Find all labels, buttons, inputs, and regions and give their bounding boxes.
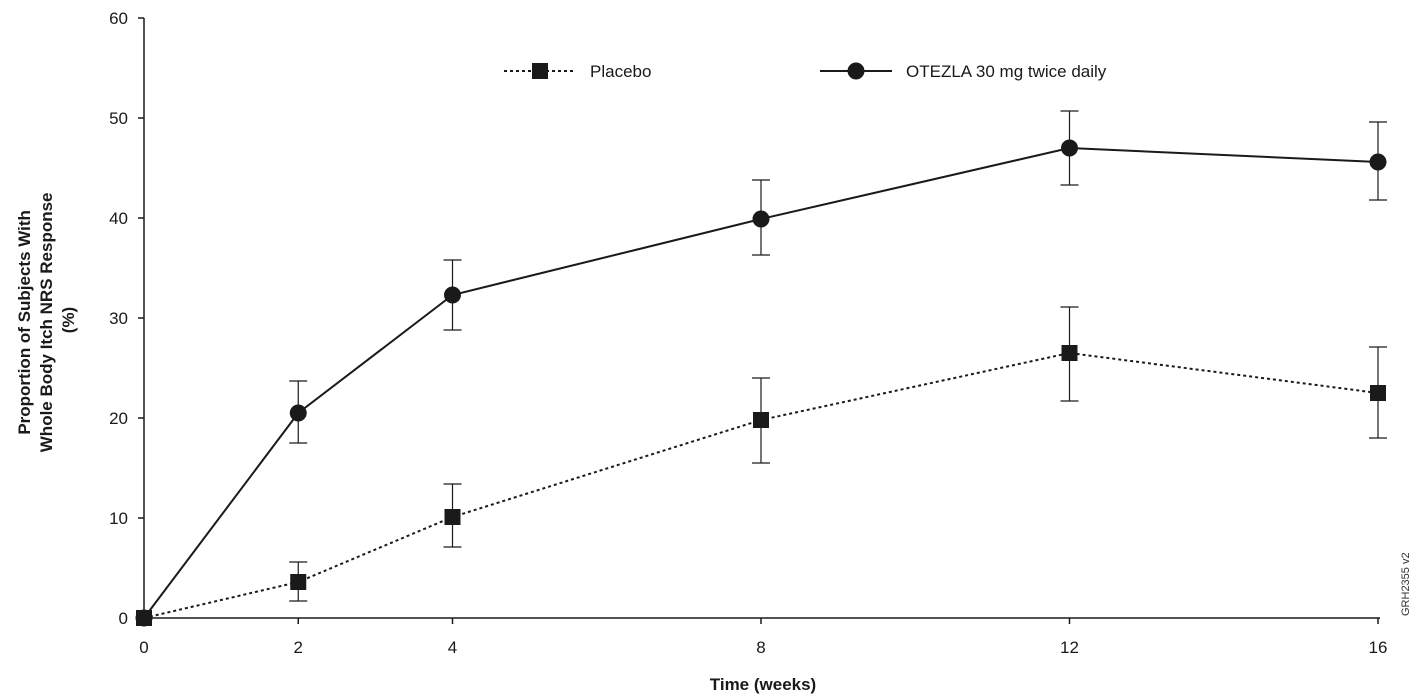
data-point-circle xyxy=(135,609,153,627)
y-axis-title-line-3: (%) xyxy=(59,307,78,333)
y-tick-label: 30 xyxy=(109,309,128,328)
data-point-circle xyxy=(1061,139,1078,157)
legend-label: Placebo xyxy=(590,62,651,81)
data-point-square xyxy=(444,509,461,525)
y-axis-ticks: 0 10 20 30 40 50 60 xyxy=(109,9,144,628)
x-tick-label: 4 xyxy=(448,638,457,657)
data-point-circle xyxy=(1369,153,1387,171)
data-point-square xyxy=(1370,385,1386,401)
series-markers xyxy=(135,139,1387,627)
y-tick-label: 10 xyxy=(109,509,128,528)
y-tick-label: 60 xyxy=(109,9,128,28)
data-point-square xyxy=(290,574,307,590)
x-tick-label: 8 xyxy=(756,638,765,657)
y-tick-label: 0 xyxy=(119,609,128,628)
x-tick-label: 0 xyxy=(139,638,148,657)
series-line-1 xyxy=(143,146,1379,619)
legend-marker-circle xyxy=(847,62,865,80)
figure-code: GRH2355 v2 xyxy=(1400,552,1412,616)
y-axis-title: Proportion of Subjects With Whole Body I… xyxy=(15,188,78,452)
legend-label: OTEZLA 30 mg twice daily xyxy=(906,62,1107,81)
x-axis-title: Time (weeks) xyxy=(710,675,816,694)
y-tick-label: 40 xyxy=(109,209,128,228)
series-line-0 xyxy=(143,351,1379,619)
legend-marker-square xyxy=(532,63,548,79)
x-axis-ticks: 0 2 4 8 12 16 xyxy=(139,618,1387,657)
x-tick-label: 2 xyxy=(294,638,303,657)
y-tick-label: 50 xyxy=(109,109,128,128)
error-bars xyxy=(289,110,1387,602)
data-point-circle xyxy=(289,404,307,422)
y-axis-title-line-1: Proportion of Subjects With xyxy=(15,210,34,435)
y-tick-label: 20 xyxy=(109,409,128,428)
y-axis-title-line-2: Whole Body Itch NRS Response xyxy=(37,192,56,452)
series-lines xyxy=(143,146,1379,619)
axes xyxy=(143,18,1380,619)
data-point-square xyxy=(753,412,769,428)
data-point-circle xyxy=(444,286,461,304)
data-point-square xyxy=(1061,345,1078,361)
x-tick-label: 12 xyxy=(1060,638,1079,657)
data-point-circle xyxy=(752,210,770,228)
legend: Placebo OTEZLA 30 mg twice daily xyxy=(504,62,1107,81)
x-tick-label: 16 xyxy=(1369,638,1388,657)
